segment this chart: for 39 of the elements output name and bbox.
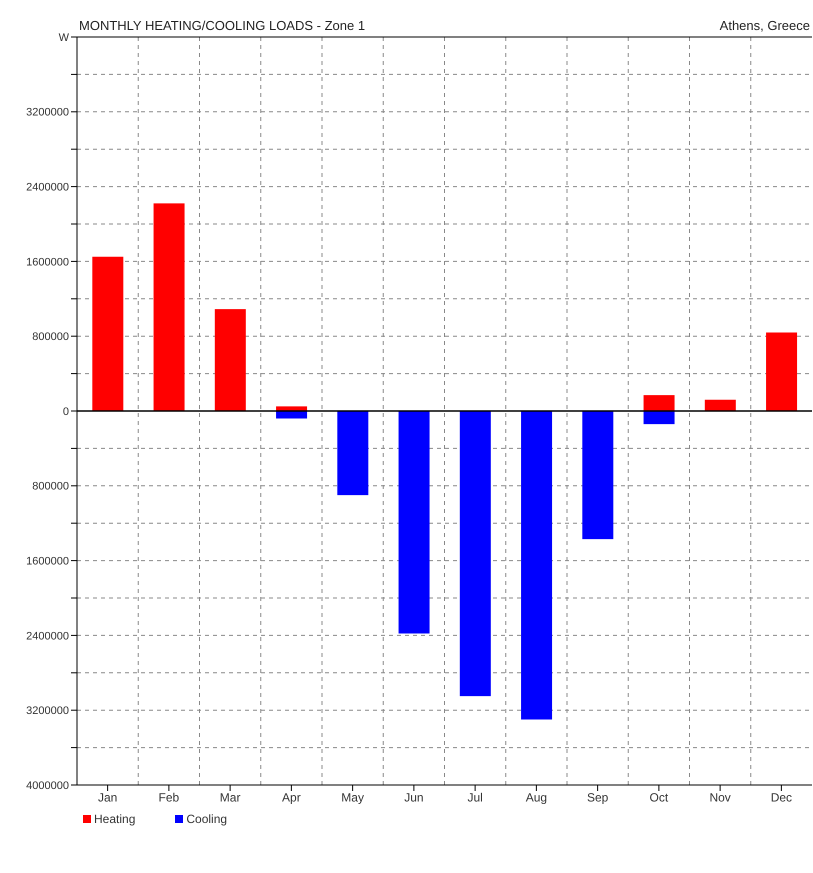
x-tick-label: Jan [98,790,118,805]
x-tick-label: Feb [158,790,180,805]
chart-title: MONTHLY HEATING/COOLING LOADS - Zone 1 [79,18,366,33]
bar [154,203,185,411]
x-tick-label: May [341,790,364,805]
bar [644,411,675,424]
bar [766,332,798,411]
x-tick-label: Jul [467,790,483,805]
y-tick-label: 2400000 [26,630,69,642]
bar [398,411,430,634]
y-tick-label: 3200000 [26,106,69,119]
y-tick-label: 800000 [32,331,69,344]
y-tick-label: 800000 [32,480,69,493]
y-tick-label: 3200000 [26,705,69,718]
y-tick-label: 2400000 [26,182,69,194]
y-tick-label: W [58,32,70,44]
bar [644,395,675,411]
y-tick-label: 1600000 [26,556,69,568]
x-tick-label: Mar [220,790,240,805]
legend-label: Heating [94,812,136,826]
bar [214,309,246,411]
x-tick-label: Jun [404,790,424,805]
y-tick-label: 4000000 [26,780,69,792]
x-tick-label: Aug [526,790,548,805]
x-tick-label: Sep [586,790,609,805]
bar [704,400,736,411]
x-tick-label: Apr [282,790,301,805]
bar [337,411,368,496]
y-tick-label: 1600000 [26,256,69,268]
chart-subtitle: Athens, Greece [720,18,810,33]
bar [460,411,491,696]
bar [92,256,124,411]
bar [521,411,552,720]
x-tick-label: Nov [709,790,731,805]
y-tick-label: 0 [62,406,69,418]
legend-label: Cooling [186,812,228,826]
bar [582,411,614,540]
x-tick-label: Oct [650,790,669,805]
x-tick-label: Dec [770,790,792,805]
